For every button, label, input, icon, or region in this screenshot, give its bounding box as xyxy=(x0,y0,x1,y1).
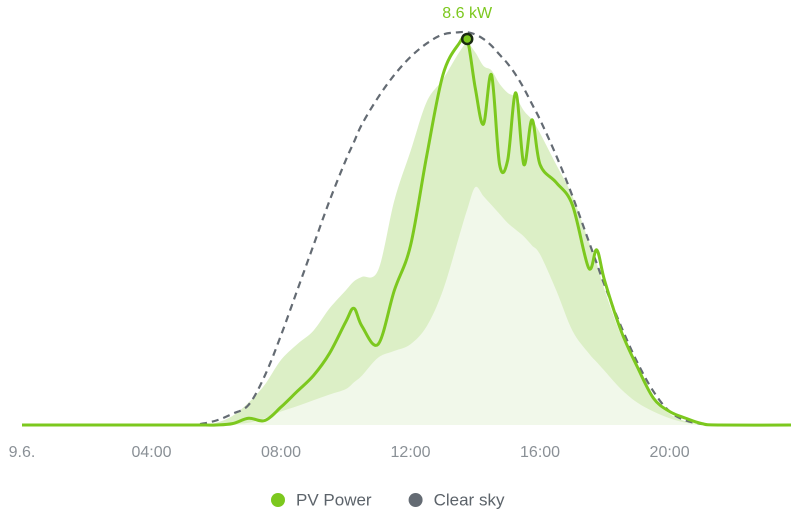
x-tick-label: 12:00 xyxy=(391,444,431,461)
legend-label: PV Power xyxy=(296,490,372,509)
legend: PV Power Clear sky xyxy=(271,490,505,509)
forecast-range-low xyxy=(200,186,702,426)
peak-label: 8.6 kW xyxy=(442,5,493,22)
pv-power-line xyxy=(21,34,792,427)
legend-marker xyxy=(408,493,423,507)
peak-marker xyxy=(460,32,474,46)
x-tick-label: 20:00 xyxy=(650,444,690,461)
x-tick-label: 9.6. xyxy=(9,444,36,461)
forecast-range-high xyxy=(200,43,702,425)
legend-marker xyxy=(271,493,285,507)
x-tick-label: 04:00 xyxy=(131,444,171,461)
x-tick-label: 08:00 xyxy=(261,444,301,461)
legend-label: Clear sky xyxy=(434,490,505,509)
x-tick-label: 16:00 xyxy=(520,444,560,461)
